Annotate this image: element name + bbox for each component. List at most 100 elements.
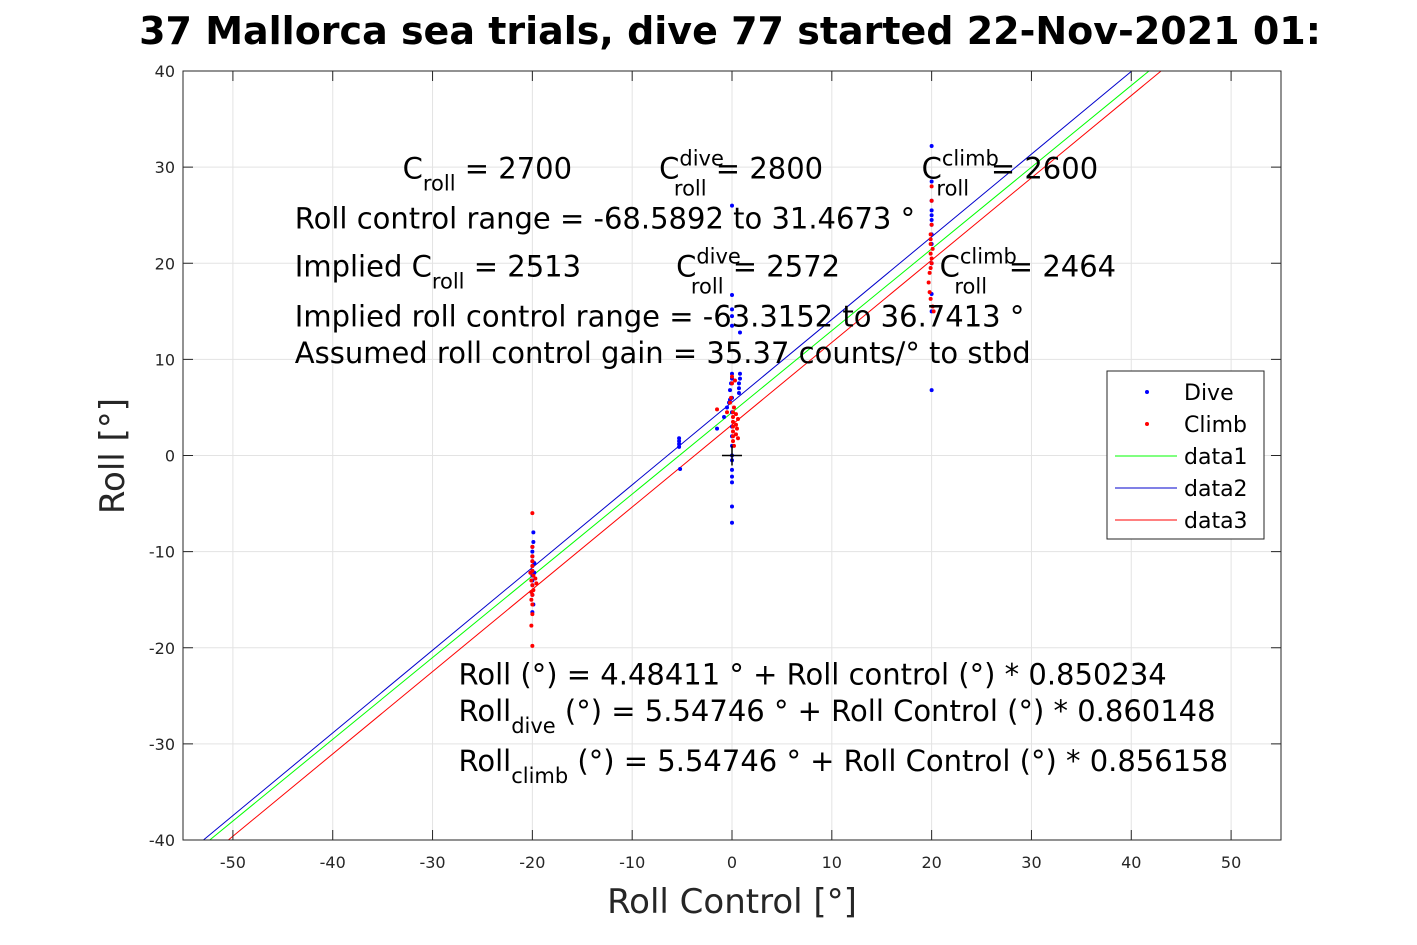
dive-point <box>730 323 734 328</box>
x-tick-label: 10 <box>822 853 842 872</box>
climb-point <box>528 570 533 575</box>
climb-point <box>931 309 936 314</box>
y-tick-label: 40 <box>155 62 175 81</box>
climb-point <box>926 280 931 285</box>
dive-point <box>678 466 683 471</box>
y-tick-label: -10 <box>149 543 175 562</box>
dive-point <box>929 217 934 222</box>
annotation-a7: Cclimb roll = 2464 <box>940 245 1117 299</box>
climb-point <box>530 583 535 588</box>
climb-point <box>530 612 535 617</box>
annotation-a3: Cclimb roll = 2600 <box>922 147 1099 201</box>
annotation-a10: Roll (°) = 4.48411 ° + Roll control (°) … <box>458 657 1166 691</box>
annotation-a9: Assumed roll control gain = 35.37 counts… <box>295 336 1031 370</box>
climb-point <box>530 559 535 564</box>
climb-point <box>928 251 933 256</box>
dive-point <box>929 179 934 184</box>
climb-point <box>533 576 538 581</box>
dive-point <box>677 441 682 446</box>
dive-point <box>736 386 741 391</box>
climb-point <box>530 554 535 559</box>
legend-marker-climb <box>1145 422 1149 426</box>
y-axis-ticks: -40 -30 -20 -10 0 10 20 30 40 <box>149 62 1281 850</box>
dive-point <box>730 314 734 319</box>
climb-point <box>733 422 738 427</box>
x-tick-label: -20 <box>519 853 545 872</box>
x-axis-label: Roll Control [°] <box>607 882 857 922</box>
y-tick-label: 10 <box>155 350 175 369</box>
climb-point <box>928 266 933 271</box>
x-tick-label: -30 <box>419 853 445 872</box>
dive-point <box>677 436 682 441</box>
annotation-a11: Rolldive (°) = 5.54746 ° + Roll Control … <box>458 694 1215 738</box>
legend-marker-dive <box>1145 390 1149 394</box>
x-tick-label: 50 <box>1221 853 1241 872</box>
legend-label-data1: data1 <box>1184 445 1248 470</box>
dive-point <box>736 391 741 396</box>
annotation-a6: Cdive roll = 2572 <box>676 245 840 299</box>
dive-point <box>677 444 682 449</box>
climb-point <box>928 242 933 247</box>
climb-point <box>733 432 738 437</box>
climb-point <box>929 261 934 266</box>
y-axis-label: Roll [°] <box>93 398 133 514</box>
climb-point <box>928 296 933 301</box>
legend-box <box>1106 370 1265 540</box>
dive-point <box>677 439 682 444</box>
climb-point <box>929 256 934 261</box>
fit-line-data2 <box>203 70 1133 841</box>
climb-point <box>735 416 740 421</box>
dive-point <box>730 203 734 208</box>
dive-point <box>929 388 934 393</box>
dive-point <box>725 405 730 410</box>
annotation-a8: Implied roll control range = -63.3152 to… <box>295 300 1025 334</box>
climb-point <box>730 410 735 415</box>
y-tick-label: 0 <box>165 447 175 466</box>
climb-point <box>929 198 934 203</box>
data-points <box>528 143 936 648</box>
x-tick-label: -10 <box>619 853 645 872</box>
climb-point <box>735 436 740 441</box>
x-tick-label: -40 <box>320 853 346 872</box>
fit-line-data1 <box>209 70 1150 841</box>
y-tick-label: -20 <box>149 639 175 658</box>
climb-point <box>927 270 932 275</box>
climb-point <box>530 602 535 607</box>
dive-point <box>737 330 742 335</box>
climb-point <box>730 439 735 444</box>
climb-point <box>529 597 534 602</box>
climb-point <box>730 415 735 420</box>
dive-point <box>730 307 734 312</box>
climb-point <box>730 381 734 386</box>
x-tick-label: 0 <box>727 853 737 872</box>
dive-point <box>730 467 734 472</box>
y-tick-label: 20 <box>155 254 175 273</box>
dive-point <box>730 292 734 297</box>
dive-point <box>730 480 734 485</box>
climb-point <box>732 378 737 383</box>
dive-point <box>730 520 734 525</box>
dive-point <box>722 415 727 420</box>
fit-line-data3 <box>228 70 1162 841</box>
legend-label-climb: Climb <box>1184 413 1247 438</box>
climb-point <box>529 623 534 628</box>
annotation-a4: Roll control range = -68.5892 to 31.4673… <box>295 202 915 236</box>
climb-point <box>530 544 535 549</box>
climb-point <box>730 374 734 379</box>
dive-point <box>730 474 734 479</box>
y-tick-label: 30 <box>155 158 175 177</box>
climb-point <box>730 429 735 434</box>
x-tick-label: 20 <box>921 853 941 872</box>
climb-point <box>734 426 739 431</box>
climb-point <box>730 434 735 439</box>
climb-point <box>930 304 935 309</box>
dive-point <box>531 530 536 535</box>
climb-point <box>728 400 733 405</box>
dive-point <box>929 143 934 148</box>
climb-point <box>529 589 534 594</box>
climb-point <box>928 232 933 237</box>
legend-label-data2: data2 <box>1184 477 1248 502</box>
climb-point <box>731 405 736 410</box>
climb-point <box>530 564 535 569</box>
